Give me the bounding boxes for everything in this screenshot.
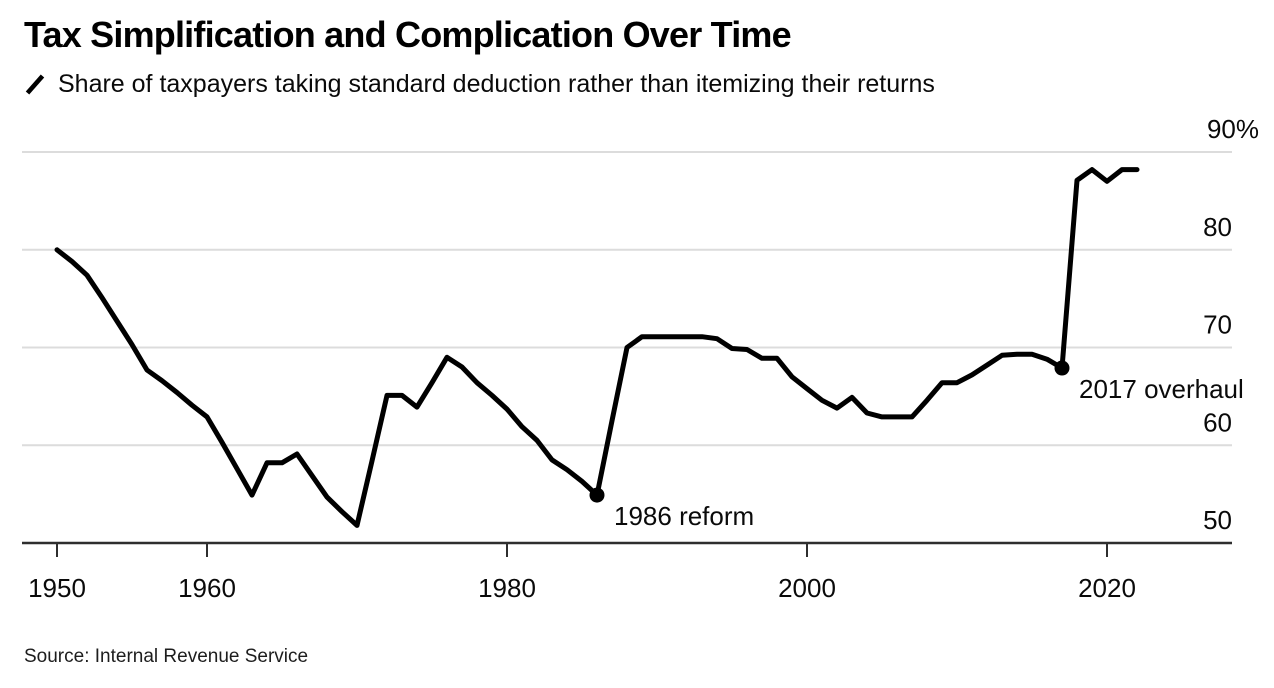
y-tick-label: 50 (1203, 505, 1232, 535)
x-tick-label: 1950 (28, 573, 86, 603)
legend-label: Share of taxpayers taking standard deduc… (58, 70, 935, 98)
chart-legend: Share of taxpayers taking standard deduc… (24, 70, 935, 99)
y-tick-label: 90% (1207, 114, 1259, 144)
x-tick-label: 2000 (778, 573, 836, 603)
annotation-dot (1054, 360, 1070, 376)
y-tick-label: 70 (1203, 310, 1232, 340)
x-tick-label: 2020 (1078, 573, 1136, 603)
annotation-dot (589, 487, 605, 503)
y-tick-label: 60 (1203, 407, 1232, 437)
x-tick-label: 1960 (178, 573, 236, 603)
line-slash-icon (24, 72, 47, 98)
y-tick-label: 80 (1203, 212, 1232, 242)
annotation-label: 2017 overhaul (1079, 374, 1244, 404)
source-note: Source: Internal Revenue Service (24, 646, 309, 667)
annotation-label: 1986 reform (614, 501, 754, 531)
chart-title: Tax Simplification and Complication Over… (24, 14, 792, 55)
x-tick-label: 1980 (478, 573, 536, 603)
